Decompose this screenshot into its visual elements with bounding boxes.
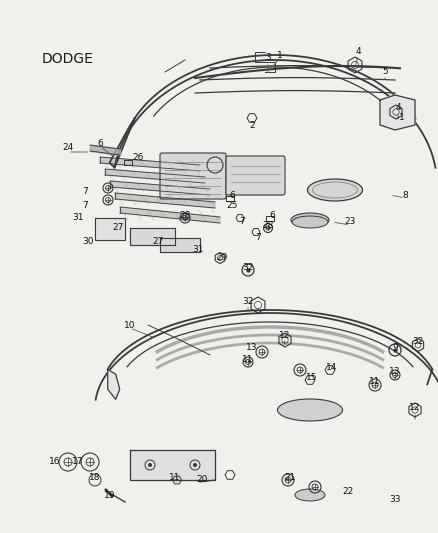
Text: 21: 21 <box>284 473 296 482</box>
Text: 16: 16 <box>49 457 61 466</box>
Text: 13: 13 <box>246 343 258 352</box>
Text: 6: 6 <box>229 190 235 199</box>
Text: 22: 22 <box>343 488 353 497</box>
Polygon shape <box>105 169 205 183</box>
FancyBboxPatch shape <box>226 156 285 195</box>
Text: 19: 19 <box>104 490 116 499</box>
FancyBboxPatch shape <box>160 153 226 199</box>
Text: 11: 11 <box>169 473 181 482</box>
Text: 10: 10 <box>124 320 136 329</box>
Text: 2: 2 <box>249 120 255 130</box>
Text: 31: 31 <box>192 246 204 254</box>
Text: 6: 6 <box>269 211 275 220</box>
Text: 27: 27 <box>112 223 124 232</box>
Text: 32: 32 <box>242 263 254 272</box>
Text: 4: 4 <box>355 47 361 56</box>
Text: 29: 29 <box>216 254 228 262</box>
Polygon shape <box>95 218 125 240</box>
Ellipse shape <box>307 179 363 201</box>
Text: 15: 15 <box>306 374 318 383</box>
Bar <box>266 215 274 221</box>
Text: 6: 6 <box>97 139 103 148</box>
Circle shape <box>193 463 197 467</box>
Polygon shape <box>110 181 210 195</box>
Polygon shape <box>130 228 175 245</box>
Ellipse shape <box>295 489 325 501</box>
Text: 25: 25 <box>226 200 238 209</box>
Polygon shape <box>120 207 220 223</box>
Polygon shape <box>380 95 415 130</box>
Text: 5: 5 <box>382 68 388 77</box>
Text: 17: 17 <box>72 457 84 466</box>
Text: 24: 24 <box>62 143 74 152</box>
Bar <box>226 196 234 200</box>
Text: 11: 11 <box>242 356 254 365</box>
Text: 4: 4 <box>395 103 401 112</box>
Text: DODGE: DODGE <box>42 52 94 66</box>
Polygon shape <box>115 193 215 208</box>
Text: 13: 13 <box>389 367 401 376</box>
Text: 3: 3 <box>265 53 271 62</box>
Text: 28: 28 <box>262 221 274 230</box>
Text: 7: 7 <box>82 188 88 197</box>
Ellipse shape <box>291 213 329 227</box>
Text: 30: 30 <box>82 238 94 246</box>
Text: 1: 1 <box>277 51 283 60</box>
Polygon shape <box>108 369 120 399</box>
Text: 31: 31 <box>72 214 84 222</box>
Text: 14: 14 <box>326 364 338 373</box>
Ellipse shape <box>292 216 328 228</box>
Text: 12: 12 <box>279 330 291 340</box>
Text: 7: 7 <box>239 217 245 227</box>
Circle shape <box>148 463 152 467</box>
Text: 11: 11 <box>369 377 381 386</box>
Text: 27: 27 <box>152 238 164 246</box>
Text: 12: 12 <box>410 403 420 413</box>
Text: 26: 26 <box>132 154 144 163</box>
Text: 18: 18 <box>89 473 101 482</box>
Ellipse shape <box>278 399 343 421</box>
Text: 20: 20 <box>196 475 208 484</box>
Text: 1: 1 <box>399 114 405 123</box>
Polygon shape <box>160 238 200 252</box>
Text: 32: 32 <box>412 337 424 346</box>
Text: 23: 23 <box>344 217 356 227</box>
Polygon shape <box>130 450 215 480</box>
Polygon shape <box>100 157 200 171</box>
Bar <box>124 159 132 165</box>
Text: 33: 33 <box>389 496 401 505</box>
Text: 7: 7 <box>82 200 88 209</box>
Text: 9: 9 <box>392 343 398 352</box>
Text: 28: 28 <box>179 211 191 220</box>
Text: 7: 7 <box>255 233 261 243</box>
Text: 8: 8 <box>402 190 408 199</box>
Text: 32: 32 <box>242 297 254 306</box>
